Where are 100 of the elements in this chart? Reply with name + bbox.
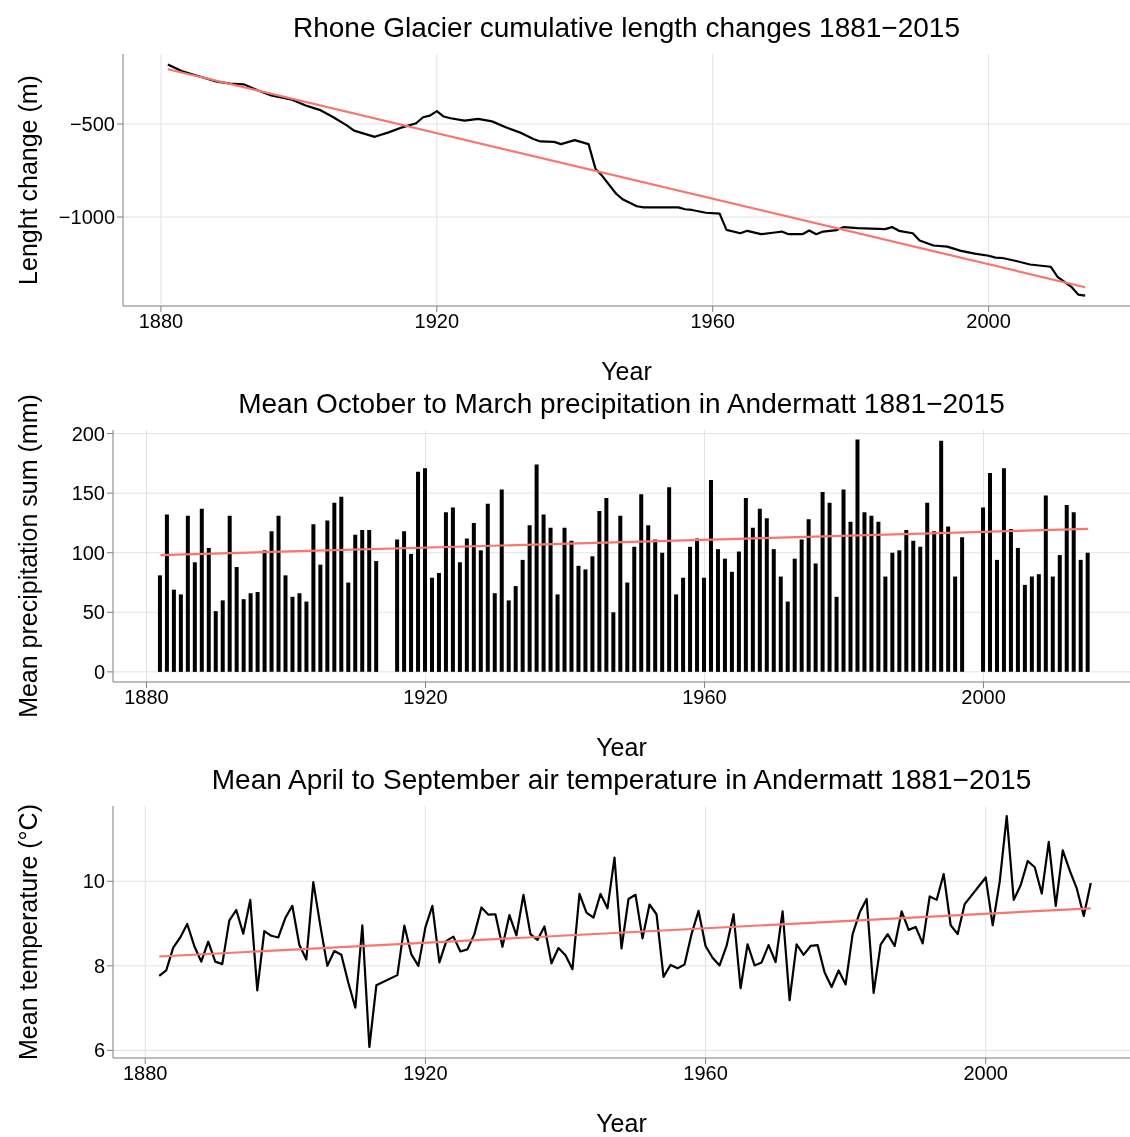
bar (925, 502, 930, 672)
bar (367, 530, 372, 672)
bar (157, 575, 162, 672)
bar (611, 612, 616, 672)
bar (918, 546, 923, 672)
y-axis-title: Lenght change (m) (13, 75, 42, 285)
bar (590, 556, 595, 672)
bar (262, 550, 267, 672)
x-axis-title: Year (601, 357, 652, 385)
bar (318, 564, 323, 672)
bar (402, 531, 407, 672)
bar (897, 550, 902, 672)
bar (304, 601, 309, 672)
bar (199, 508, 204, 672)
bar (639, 494, 644, 672)
y-tick-label: −500 (69, 113, 115, 136)
bar (409, 553, 414, 672)
x-tick-label: 1920 (403, 1062, 448, 1085)
bar (660, 552, 665, 672)
y-tick-label: 100 (71, 541, 105, 564)
bar (667, 487, 672, 672)
bar (513, 586, 518, 672)
bar (597, 511, 602, 672)
x-tick-label: 1880 (122, 1062, 168, 1085)
bar (632, 546, 637, 672)
bar (283, 575, 288, 672)
bar (429, 577, 434, 672)
bar (346, 582, 351, 672)
bar (332, 502, 337, 672)
bar (255, 592, 260, 672)
bar (604, 497, 609, 672)
bar (883, 576, 888, 672)
bar (1071, 512, 1076, 672)
bar (423, 468, 428, 672)
bar (618, 515, 623, 672)
bar (1057, 555, 1062, 672)
bar (213, 611, 218, 672)
bar (708, 480, 713, 672)
bar (674, 594, 679, 672)
bar (1078, 559, 1083, 672)
bar (799, 539, 804, 672)
bar (702, 577, 707, 672)
bar (206, 547, 211, 672)
bar (932, 531, 937, 672)
bar (820, 491, 825, 672)
bar (653, 539, 658, 672)
bar (464, 538, 469, 672)
bar (499, 489, 504, 672)
bar (541, 514, 546, 672)
bar (548, 527, 553, 672)
bar (736, 551, 741, 672)
bar (981, 507, 986, 672)
bar (946, 526, 951, 672)
x-tick-label: 1960 (682, 686, 727, 709)
x-tick-label: 1960 (690, 310, 735, 333)
bar (290, 596, 295, 672)
bar (994, 559, 999, 672)
bar (457, 562, 462, 672)
x-tick-label: 2000 (966, 310, 1011, 333)
bar (276, 515, 281, 672)
bar (576, 565, 581, 672)
chart-title: Mean October to March precipitation in Andermatt 1881−2015 (237, 387, 1006, 421)
bar (1022, 584, 1027, 672)
bar (374, 561, 379, 672)
y-axis-title: Mean temperature (°C) (13, 804, 42, 1060)
bar (534, 464, 539, 672)
bar (478, 550, 483, 672)
bar (625, 582, 630, 672)
bar (911, 540, 916, 672)
bar (395, 539, 400, 672)
bar (939, 440, 944, 672)
bar (722, 558, 727, 672)
x-tick-label: 1920 (403, 686, 448, 709)
bar (1008, 528, 1013, 672)
bar (1036, 574, 1041, 672)
bar (416, 471, 421, 672)
bar (960, 537, 965, 672)
bar (1015, 547, 1020, 672)
bar (848, 521, 853, 672)
bar (841, 489, 846, 672)
chart-title: Mean April to September air temperature in Andermatt 1881−2015 (210, 763, 1033, 797)
bar (750, 527, 755, 672)
bar (443, 512, 448, 672)
bar (869, 515, 874, 672)
bar (1029, 576, 1034, 672)
bar (792, 558, 797, 672)
bar (1050, 576, 1055, 672)
bar (1064, 505, 1069, 672)
y-tick-label: 6 (93, 1039, 105, 1062)
bar (325, 520, 330, 672)
bar (1085, 552, 1090, 672)
x-tick-label: 1960 (683, 1062, 728, 1085)
bar (729, 571, 734, 672)
bar (164, 514, 169, 672)
bar (827, 502, 832, 672)
bar (813, 563, 818, 672)
bar (178, 594, 183, 672)
y-tick-label: 150 (71, 482, 105, 505)
bar (569, 540, 574, 672)
bar (171, 589, 176, 672)
